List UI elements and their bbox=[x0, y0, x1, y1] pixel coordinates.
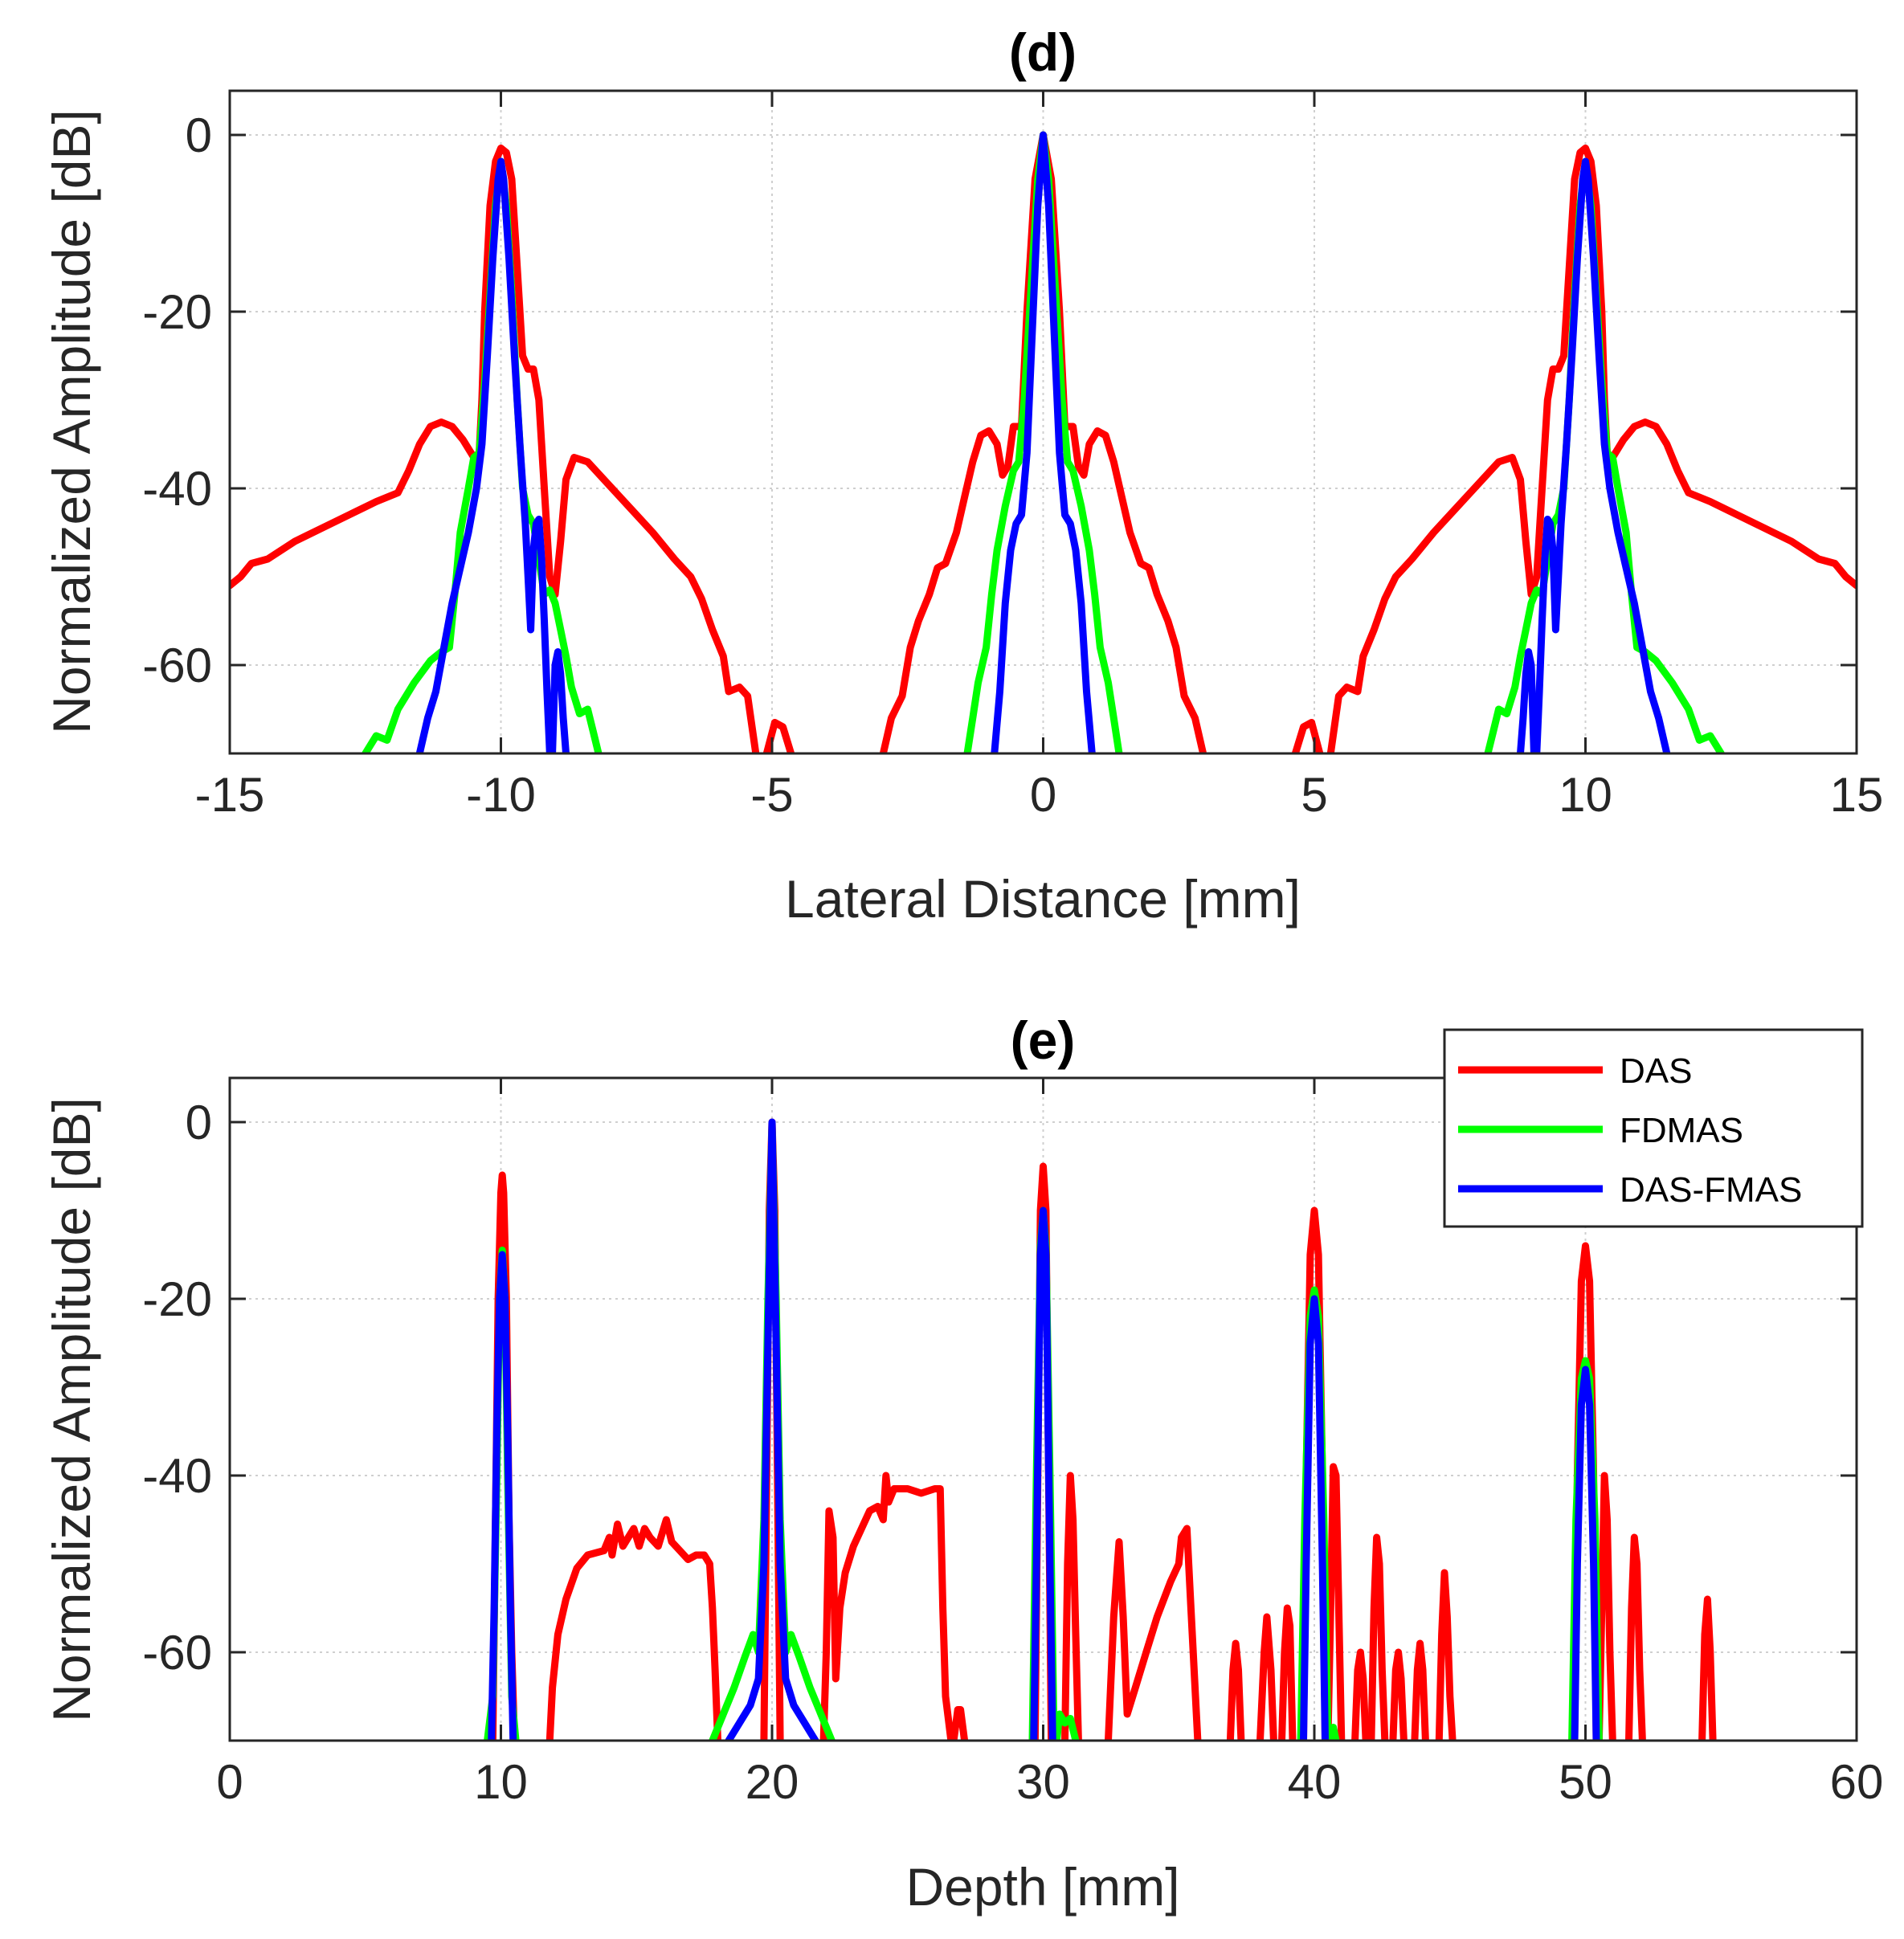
y-tick-label: -20 bbox=[142, 285, 212, 339]
panel-e: 0 10 20 30 40 50 60 0 -20 -40 -60 (e) Depth [mm] N… bbox=[42, 1010, 1883, 1917]
series-line-das-fmas bbox=[1533, 157, 1671, 753]
x-tick-label: 50 bbox=[1559, 1755, 1612, 1809]
panel-d-series bbox=[230, 131, 1857, 753]
x-tick-label: 15 bbox=[1830, 768, 1884, 822]
series-line-das-fmas bbox=[725, 1118, 819, 1741]
series-line-das bbox=[230, 145, 760, 753]
series-line-das-fmas bbox=[488, 1251, 517, 1741]
y-tick-label: -40 bbox=[142, 462, 212, 516]
x-tick-label: 10 bbox=[474, 1755, 528, 1809]
series-line-das bbox=[1435, 1569, 1457, 1741]
x-tick-label: -5 bbox=[750, 768, 793, 822]
x-tick-label: -10 bbox=[466, 768, 536, 822]
series-line-das bbox=[1256, 1613, 1277, 1741]
y-tick-label: -60 bbox=[142, 1626, 212, 1680]
y-tick-label: 0 bbox=[186, 1096, 212, 1149]
series-line-das bbox=[1411, 1639, 1429, 1741]
series-line-das-fmas bbox=[549, 648, 570, 753]
x-tick-label: -15 bbox=[195, 768, 265, 822]
legend: DAS FDMAS DAS-FMAS bbox=[1443, 1028, 1864, 1228]
series-line-das bbox=[1698, 1595, 1717, 1741]
panel-d: -15 -10 -5 0 5 10 15 0 -20 -40 -60 (d) Lateral Dis… bbox=[42, 22, 1883, 929]
panel-e-y-axis-label: Normalized Amplitude [dB] bbox=[42, 1097, 101, 1722]
y-tick-label: -60 bbox=[142, 639, 212, 692]
legend-label-das-fmas: DAS-FMAS bbox=[1620, 1170, 1802, 1210]
series-line-fdmas bbox=[1326, 1724, 1340, 1741]
series-line-das bbox=[762, 719, 795, 753]
series-line-das-fmas bbox=[1571, 1365, 1600, 1741]
series-line-das bbox=[1389, 1648, 1408, 1741]
series-line-das-fmas bbox=[991, 131, 1096, 753]
y-tick-label: -40 bbox=[142, 1449, 212, 1503]
legend-label-fdmas: FDMAS bbox=[1620, 1111, 1743, 1150]
panel-d-grid bbox=[230, 91, 1857, 753]
panel-d-x-axis-label: Lateral Distance [mm] bbox=[785, 869, 1301, 929]
panel-e-x-axis-label: Depth [mm] bbox=[905, 1857, 1179, 1917]
series-das-fmas bbox=[415, 131, 1671, 753]
series-das-fmas bbox=[488, 1118, 1600, 1741]
series-line-das bbox=[1061, 1472, 1082, 1741]
legend-label-das: DAS bbox=[1620, 1051, 1692, 1091]
series-line-das bbox=[950, 1706, 969, 1741]
x-tick-label: 40 bbox=[1288, 1755, 1342, 1809]
series-line-das-fmas bbox=[1517, 648, 1538, 753]
x-tick-label: 5 bbox=[1301, 768, 1327, 822]
panel-d-y-axis-label: Normalized Amplitude [dB] bbox=[42, 109, 101, 734]
series-line-das bbox=[1278, 1604, 1297, 1741]
series-line-das bbox=[1351, 1648, 1370, 1741]
series-line-das bbox=[545, 1516, 721, 1741]
x-tick-label: 20 bbox=[746, 1755, 799, 1809]
y-tick-label: -20 bbox=[142, 1272, 212, 1326]
series-line-das bbox=[1625, 1533, 1646, 1741]
x-tick-label: 60 bbox=[1830, 1755, 1884, 1809]
x-tick-label: 10 bbox=[1559, 768, 1612, 822]
panel-d-ticks: -15 -10 -5 0 5 10 15 0 -20 -40 -60 bbox=[142, 91, 1883, 822]
series-line-das bbox=[1326, 145, 1857, 753]
series-line-das bbox=[1324, 1463, 1346, 1741]
panel-e-series bbox=[484, 1118, 1717, 1741]
series-line-das-fmas bbox=[1030, 1206, 1056, 1741]
x-tick-label: 0 bbox=[216, 1755, 243, 1809]
series-line-das-fmas bbox=[1300, 1295, 1329, 1741]
series-line-das bbox=[1367, 1533, 1389, 1741]
x-tick-label: 30 bbox=[1016, 1755, 1070, 1809]
series-line-das bbox=[819, 1472, 955, 1741]
x-tick-label: 0 bbox=[1030, 768, 1056, 822]
series-line-das bbox=[1226, 1639, 1245, 1741]
series-line-das-fmas bbox=[415, 157, 554, 753]
y-tick-label: 0 bbox=[186, 108, 212, 162]
panel-e-ticks: 0 10 20 30 40 50 60 0 -20 -40 -60 bbox=[142, 1078, 1883, 1809]
panel-d-title: (d) bbox=[1009, 22, 1077, 82]
series-line-das bbox=[1291, 719, 1324, 753]
series-line-das bbox=[1105, 1525, 1202, 1741]
panel-e-title: (e) bbox=[1011, 1010, 1076, 1070]
series-line-fdmas bbox=[1052, 1710, 1080, 1741]
series-line-das bbox=[1595, 1472, 1616, 1741]
